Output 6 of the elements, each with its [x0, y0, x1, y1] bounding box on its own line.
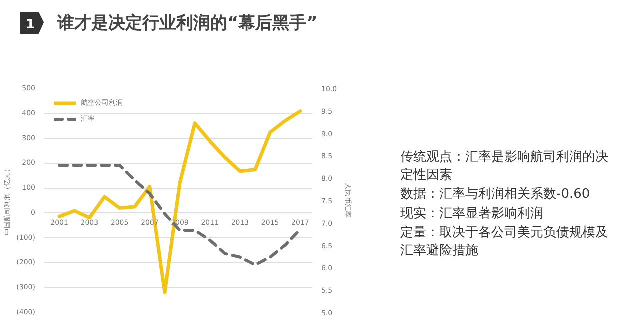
chart-title: 谁才是决定行业利润的“幕后黑手”: [56, 14, 318, 34]
text: 数据：汇率与利润相关系数-0.60: [400, 186, 590, 202]
text: 传统观点：汇率是影响航司利润的决定性因素: [400, 148, 608, 184]
text: 1: [26, 18, 36, 32]
text: 现实：汇率显著影响利润: [400, 205, 544, 222]
text: 定量：取决于各公司美元负债规模及汇率避险措施: [400, 224, 608, 259]
